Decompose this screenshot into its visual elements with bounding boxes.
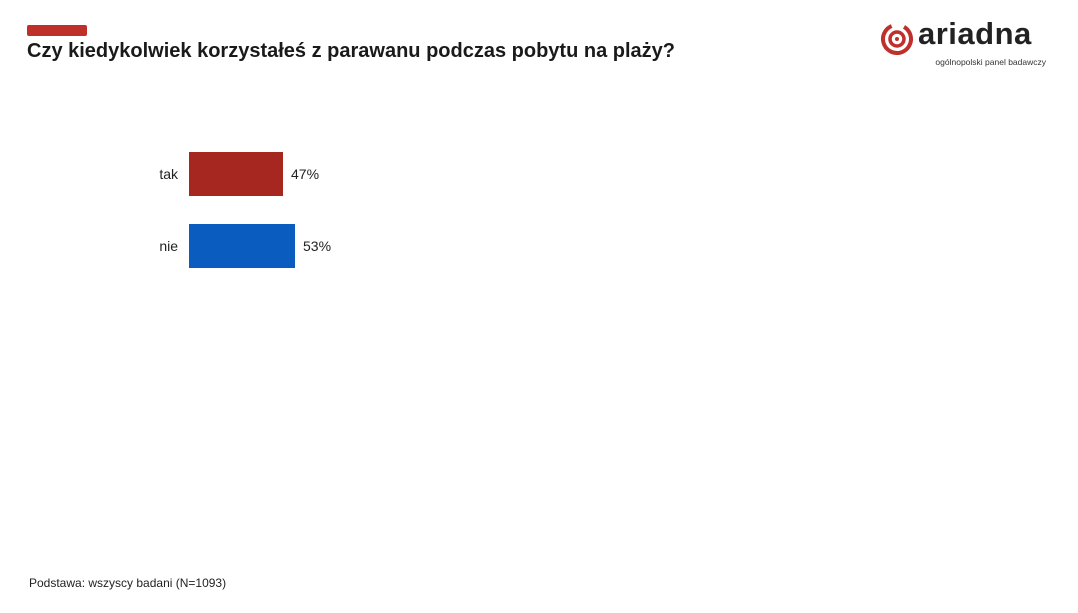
value-label-nie: 53% (303, 238, 331, 254)
logo-tagline: ogólnopolski panel badawczy (935, 57, 1046, 67)
ariadna-logo: ariadna ogólnopolski panel badawczy (880, 16, 1050, 72)
bar-tak (189, 152, 283, 196)
bar-nie (189, 224, 295, 268)
bar-chart: tak 47% nie 53% (159, 152, 331, 268)
logo-wordmark: ariadna (918, 16, 1032, 51)
chart-title: Czy kiedykolwiek korzystałeś z parawanu … (27, 40, 675, 62)
base-note: Podstawa: wszyscy badani (N=1093) (29, 576, 227, 590)
ariadna-logo-icon (881, 23, 913, 55)
category-label-tak: tak (159, 166, 179, 182)
value-label-tak: 47% (291, 166, 319, 182)
category-label-nie: nie (159, 238, 178, 254)
accent-bar (27, 25, 87, 36)
